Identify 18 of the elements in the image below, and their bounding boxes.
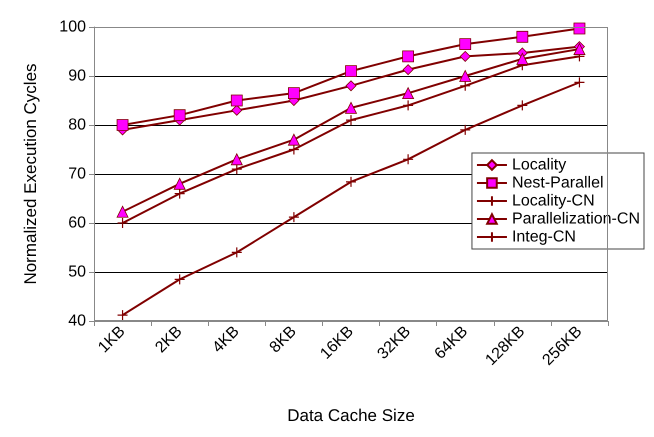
x-tick-label: 4KB bbox=[209, 322, 243, 356]
y-tick-label: 100 bbox=[59, 18, 86, 36]
y-axis-title: Normalized Execution Cycles bbox=[21, 63, 40, 285]
x-tick-label: 2KB bbox=[152, 322, 186, 356]
legend-label: Locality bbox=[512, 156, 566, 174]
legend-label: Locality-CN bbox=[512, 192, 595, 210]
legend-label: Integ-CN bbox=[512, 228, 576, 246]
x-axis-title: Data Cache Size bbox=[287, 406, 415, 425]
y-tick-label: 80 bbox=[68, 116, 86, 134]
x-tick-label: 8KB bbox=[266, 322, 300, 356]
y-tick-label: 40 bbox=[68, 312, 86, 330]
legend-label: Parallelization-CN bbox=[512, 210, 640, 228]
legend-label: Nest-Parallel bbox=[512, 174, 604, 192]
y-tick-label: 70 bbox=[68, 166, 86, 182]
y-tick-label: 60 bbox=[68, 214, 86, 232]
y-tick-label: 90 bbox=[68, 68, 86, 84]
y-tick-label: 50 bbox=[68, 264, 86, 280]
x-tick-label: 1KB bbox=[95, 322, 129, 356]
